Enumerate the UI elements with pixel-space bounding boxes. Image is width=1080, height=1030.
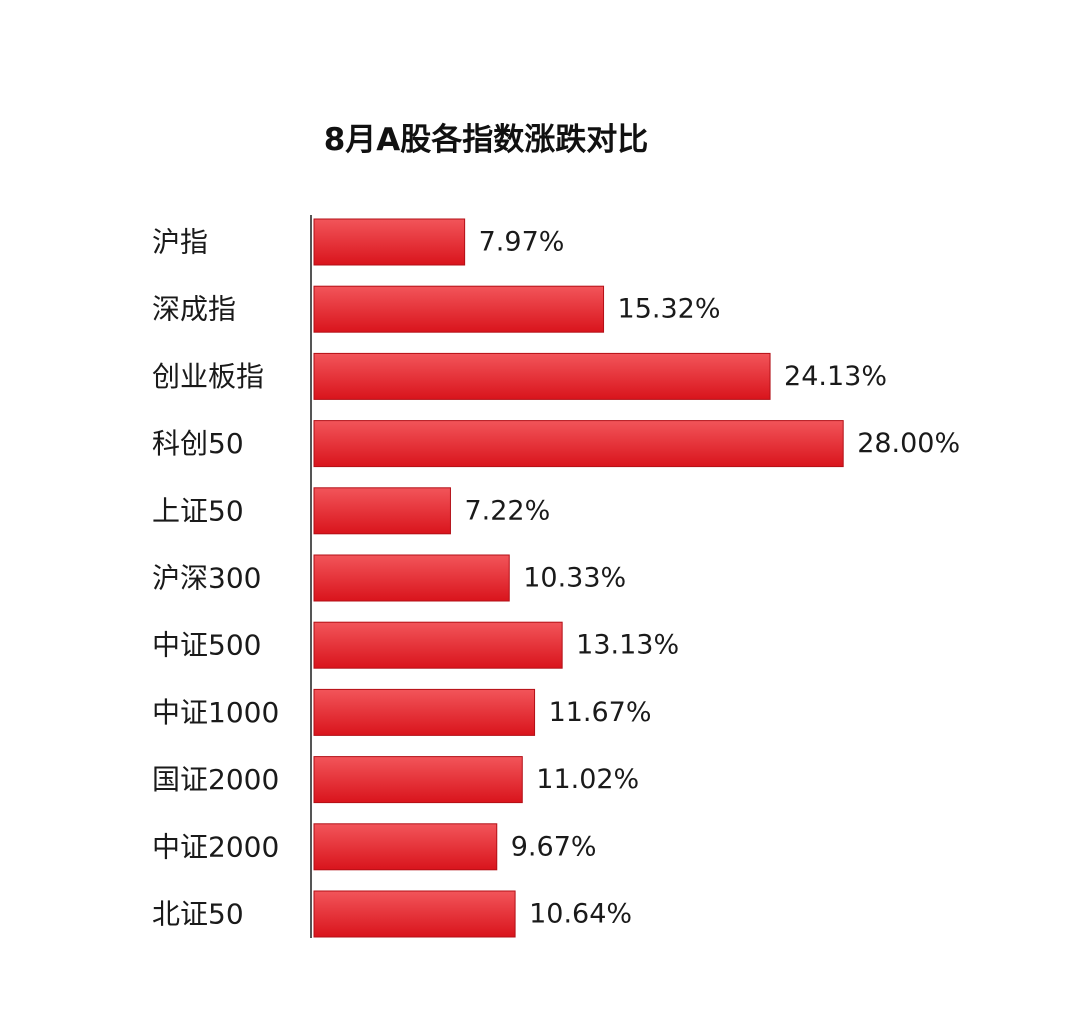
value-label: 28.00% bbox=[857, 428, 960, 459]
category-label: 沪指 bbox=[152, 226, 208, 259]
category-label: 国证2000 bbox=[152, 763, 279, 796]
value-label: 11.67% bbox=[549, 697, 652, 728]
value-label: 10.33% bbox=[523, 563, 626, 594]
bar bbox=[313, 285, 605, 333]
value-label: 10.64% bbox=[529, 899, 632, 930]
bar bbox=[313, 823, 498, 871]
category-label: 中证1000 bbox=[152, 696, 279, 729]
bar bbox=[313, 890, 516, 938]
bar bbox=[313, 756, 523, 804]
value-label: 7.97% bbox=[479, 227, 565, 258]
category-label: 中证500 bbox=[152, 629, 261, 662]
value-label: 9.67% bbox=[511, 831, 597, 862]
bar bbox=[313, 420, 844, 468]
value-label: 11.02% bbox=[536, 764, 639, 795]
bars-layer: 沪指 7.97% 深成指 15.32% 创业板指 24.13% 科创50 28.00% 上证50… bbox=[152, 218, 960, 938]
bar bbox=[313, 352, 771, 400]
value-label: 7.22% bbox=[464, 495, 550, 526]
bar bbox=[313, 218, 466, 266]
bar bbox=[313, 621, 563, 669]
category-label: 上证50 bbox=[152, 494, 244, 527]
value-label: 13.13% bbox=[576, 630, 679, 661]
category-label: 中证2000 bbox=[152, 830, 279, 863]
value-label: 15.32% bbox=[618, 294, 721, 325]
category-label: 北证50 bbox=[152, 898, 244, 931]
bar bbox=[313, 487, 451, 535]
category-label: 深成指 bbox=[152, 293, 236, 326]
category-label: 沪深300 bbox=[152, 562, 261, 595]
bar bbox=[313, 688, 536, 736]
category-label: 科创50 bbox=[152, 427, 244, 460]
bar bbox=[313, 554, 510, 602]
chart-title: 8月A股各指数涨跌对比 bbox=[324, 122, 649, 158]
value-label: 24.13% bbox=[784, 361, 887, 392]
category-label: 创业板指 bbox=[152, 360, 264, 393]
